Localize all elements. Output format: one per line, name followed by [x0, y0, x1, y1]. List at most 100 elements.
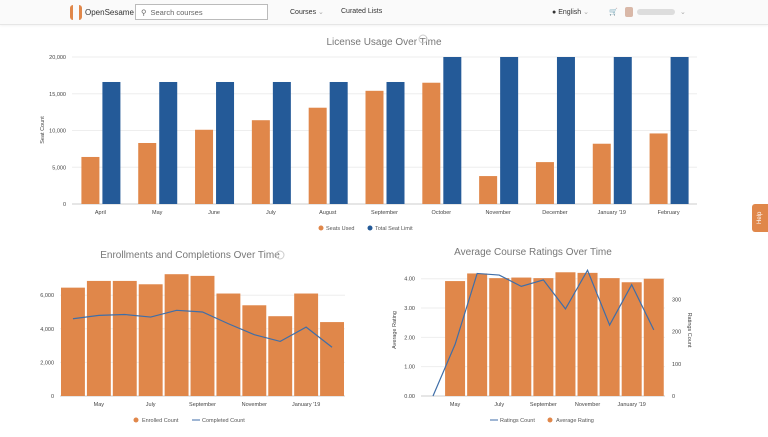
y-tick-label: 4,000	[40, 327, 54, 333]
seat-limit-bar	[500, 57, 519, 204]
enrolled-bar	[112, 280, 137, 396]
ratings-count-line	[432, 268, 655, 397]
x-tick-label: November	[575, 402, 601, 408]
y-tick-label: 6,000	[40, 293, 54, 299]
x-tick-label: January '19	[618, 402, 646, 408]
average-rating-bar	[643, 278, 664, 396]
y-axis-label: Seat Count	[40, 116, 46, 144]
x-tick-label: May	[450, 402, 461, 408]
average-rating-bar	[555, 272, 576, 396]
enrolled-bar	[190, 275, 215, 396]
y-tick-label: 15,000	[49, 92, 66, 98]
x-tick-label: May	[94, 402, 105, 408]
search-placeholder: Search courses	[150, 7, 203, 17]
seat-limit-bar	[272, 81, 291, 204]
chevron-down-icon: ⌄	[583, 9, 589, 16]
legend-enrolled: Enrolled Count	[142, 418, 179, 424]
x-tick-label: December	[542, 210, 568, 216]
x-tick-label: January '19	[292, 402, 320, 408]
y-tick-label: 20,000	[49, 55, 66, 61]
enrolled-bar	[216, 293, 241, 396]
seats-used-bar	[81, 156, 100, 204]
average-rating-bar	[533, 278, 554, 396]
chevron-down-icon: ⌄	[318, 9, 324, 16]
seats-used-bar	[422, 82, 441, 204]
legend-average-rating-marker	[547, 417, 553, 423]
enrolled-bar	[164, 274, 189, 396]
x-tick-label: November	[242, 402, 268, 408]
y2-axis-label: Ratings Count	[686, 313, 692, 348]
y-tick-label: 1.00	[404, 365, 415, 371]
enrolled-bar	[294, 293, 319, 396]
y-tick-label: 3.00	[404, 306, 415, 312]
chart-title: Average Course Ratings Over Time	[454, 247, 612, 258]
legend-seat-limit-marker	[367, 225, 373, 231]
search-input[interactable]: ⚲ Search courses	[135, 4, 268, 20]
logo-icon	[70, 5, 82, 20]
x-tick-label: July	[146, 402, 156, 408]
seat-limit-bar	[443, 57, 462, 204]
average-rating-bar	[489, 278, 510, 396]
curated-lists-link[interactable]: Curated Lists	[341, 8, 383, 15]
cart-icon[interactable]: 🛒	[609, 9, 618, 16]
enrolled-bar	[242, 305, 267, 396]
seats-used-bar	[592, 143, 611, 204]
x-tick-label: January '19	[598, 210, 626, 216]
y-tick-label: 4.00	[404, 277, 415, 283]
enrolled-bar	[61, 287, 85, 396]
average-rating-bar	[599, 278, 620, 396]
legend-seats-used-marker	[318, 225, 324, 231]
courses-label: Courses	[290, 9, 317, 16]
legend-seats-used: Seats Used	[326, 226, 354, 232]
seat-limit-bar	[613, 57, 632, 204]
legend-enrolled-marker	[133, 417, 139, 423]
y-tick-label: 10,000	[49, 129, 66, 135]
search-icon: ⚲	[141, 7, 147, 17]
seats-used-bar	[649, 133, 668, 204]
legend-average-rating: Average Rating	[556, 418, 594, 424]
seats-used-bar	[308, 107, 327, 204]
info-icon	[418, 34, 428, 44]
x-tick-label: September	[189, 402, 216, 408]
x-tick-label: September	[371, 210, 398, 216]
user-name[interactable]	[637, 9, 675, 15]
average-rating-bar	[467, 273, 488, 396]
y2-tick-label: 0	[672, 394, 675, 400]
avatar[interactable]	[625, 7, 633, 17]
y-tick-label: 2,000	[40, 360, 54, 366]
legend-ratings-count: Ratings Count	[500, 418, 535, 424]
legend-completed: Completed Count	[202, 418, 245, 424]
x-tick-label: August	[319, 210, 337, 216]
logo[interactable]: OpenSesame	[70, 5, 134, 20]
brand-name: OpenSesame	[85, 8, 134, 17]
enrolled-bar	[138, 284, 163, 396]
x-tick-label: May	[152, 210, 163, 216]
completed-line	[72, 309, 333, 348]
legend-seat-limit: Total Seat Limit	[375, 226, 413, 232]
average-rating-bar	[621, 282, 642, 396]
info-icon	[275, 250, 285, 260]
seats-used-bar	[365, 90, 384, 204]
chevron-down-icon[interactable]: ⌄	[680, 9, 686, 16]
y-tick-label: 2.00	[404, 335, 415, 341]
courses-menu[interactable]: Courses ⌄	[290, 8, 324, 16]
x-tick-label: July	[266, 210, 276, 216]
x-tick-label: November	[485, 210, 511, 216]
enrolled-bar	[320, 322, 344, 396]
enrolled-bar	[268, 316, 293, 396]
language-menu[interactable]: ● English ⌄	[552, 8, 589, 16]
seats-used-bar	[195, 129, 214, 204]
seat-limit-bar	[159, 81, 178, 204]
globe-icon: ●	[552, 9, 557, 16]
average-rating-bar	[577, 272, 598, 396]
y-tick-label: 0.00	[404, 394, 415, 400]
y2-tick-label: 300	[672, 297, 681, 303]
x-tick-label: June	[208, 210, 220, 216]
y2-tick-label: 100	[672, 362, 681, 368]
seats-used-bar	[251, 120, 270, 204]
seat-limit-bar	[670, 57, 689, 204]
y-tick-label: 0	[63, 202, 66, 208]
average-rating-bar	[445, 281, 466, 396]
chart-title: Enrollments and Completions Over Time	[100, 250, 280, 261]
